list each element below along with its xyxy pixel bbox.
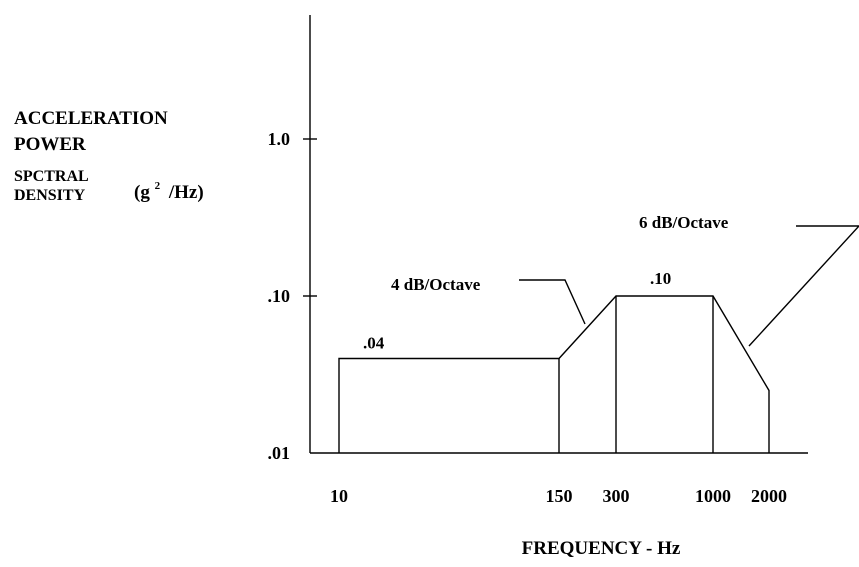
y-axis-units-exponent: 2: [155, 180, 161, 192]
x-tick-label: 150: [546, 486, 573, 506]
value-label: .10: [650, 269, 671, 288]
y-tick-label: .01: [268, 443, 291, 463]
y-axis-units-tail: /Hz): [168, 182, 204, 203]
x-tick-label: 1000: [695, 486, 731, 506]
y-axis-label-line3: SPCTRAL: [14, 168, 89, 185]
x-tick-labels: 10 150 300 1000 2000: [330, 486, 787, 506]
y-tick-label: .10: [268, 286, 291, 306]
y-axis-units: (g 2 /Hz): [134, 173, 204, 203]
x-tick-label: 2000: [751, 486, 787, 506]
annotation-leader-line: [519, 279, 586, 325]
y-tick-marks: [303, 138, 317, 297]
x-tick-label: 10: [330, 486, 348, 506]
y-tick-label: 1.0: [268, 129, 291, 149]
slope-annotation-label: 6 dB/Octave: [639, 213, 729, 232]
value-label: .04: [363, 333, 385, 352]
x-tick-label: 300: [603, 486, 630, 506]
y-axis-label-line4: DENSITY: [14, 187, 86, 204]
psd-series-line: [338, 295, 770, 453]
y-tick-labels: .01 .10 1.0: [268, 129, 291, 463]
slope-annotation-label: 4 dB/Octave: [391, 275, 481, 294]
value-labels: .04 .10: [363, 269, 671, 352]
y-axis-label-line1: ACCELERATION: [14, 108, 168, 129]
x-axis-label: FREQUENCY - Hz: [522, 538, 681, 559]
y-axis-units-base: (g: [134, 182, 150, 203]
psd-profile: [338, 295, 770, 453]
annotation-leader-line: [748, 225, 859, 347]
y-axis-label-line2: POWER: [14, 134, 86, 155]
slope-annotations: 4 dB/Octave 6 dB/Octave: [391, 213, 859, 347]
